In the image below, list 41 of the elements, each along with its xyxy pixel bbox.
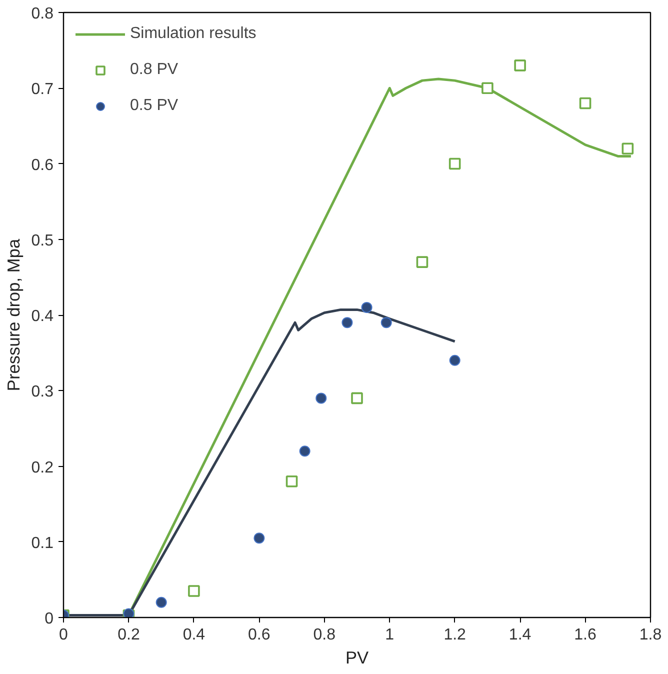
point	[254, 532, 265, 544]
legend-label: 0.8 PV	[130, 61, 178, 79]
y-tick-label: 0.1	[31, 534, 54, 552]
x-tick-label: 0.6	[248, 626, 270, 644]
point	[156, 596, 167, 608]
x-tick-label: 1	[385, 626, 394, 644]
legend-label: Simulation results	[130, 25, 256, 43]
x-tick-label: 0.4	[182, 626, 206, 644]
point	[361, 302, 372, 313]
point	[351, 392, 363, 404]
point	[380, 317, 392, 328]
point	[342, 317, 353, 328]
point	[449, 354, 460, 366]
y-tick-label: 0.4	[31, 308, 54, 325]
point	[448, 158, 461, 170]
y-tick-label: 0.7	[31, 81, 54, 98]
x-tick-label: 1.4	[508, 626, 532, 644]
x-tick-label: 0.2	[118, 626, 140, 644]
x-tick-label: 0.8	[313, 626, 336, 644]
x-tick-label: 0	[59, 626, 68, 644]
y-tick-label: 0.6	[31, 156, 54, 174]
point	[514, 60, 526, 72]
x-tick-label: 1.8	[639, 626, 662, 644]
point	[579, 97, 592, 110]
x-axis-title: PV	[345, 648, 369, 668]
x-tick-label: 1.6	[574, 626, 596, 644]
point	[286, 475, 298, 488]
point	[316, 392, 327, 404]
point	[482, 82, 494, 94]
y-tick-label: 0.5	[31, 232, 54, 250]
point	[188, 585, 200, 597]
y-axis-title: Pressure drop, Mpa	[3, 238, 24, 392]
point	[416, 256, 428, 268]
point	[622, 142, 634, 155]
y-tick-label: 0.3	[31, 384, 54, 401]
x-tick-label: 1.2	[444, 626, 466, 644]
y-tick-label: 0	[44, 610, 54, 628]
legend-label: 0.5 PV	[130, 97, 178, 115]
y-tick-label: 0.2	[31, 459, 54, 476]
point	[299, 446, 310, 457]
y-tick-label: 0.8	[31, 6, 54, 22]
